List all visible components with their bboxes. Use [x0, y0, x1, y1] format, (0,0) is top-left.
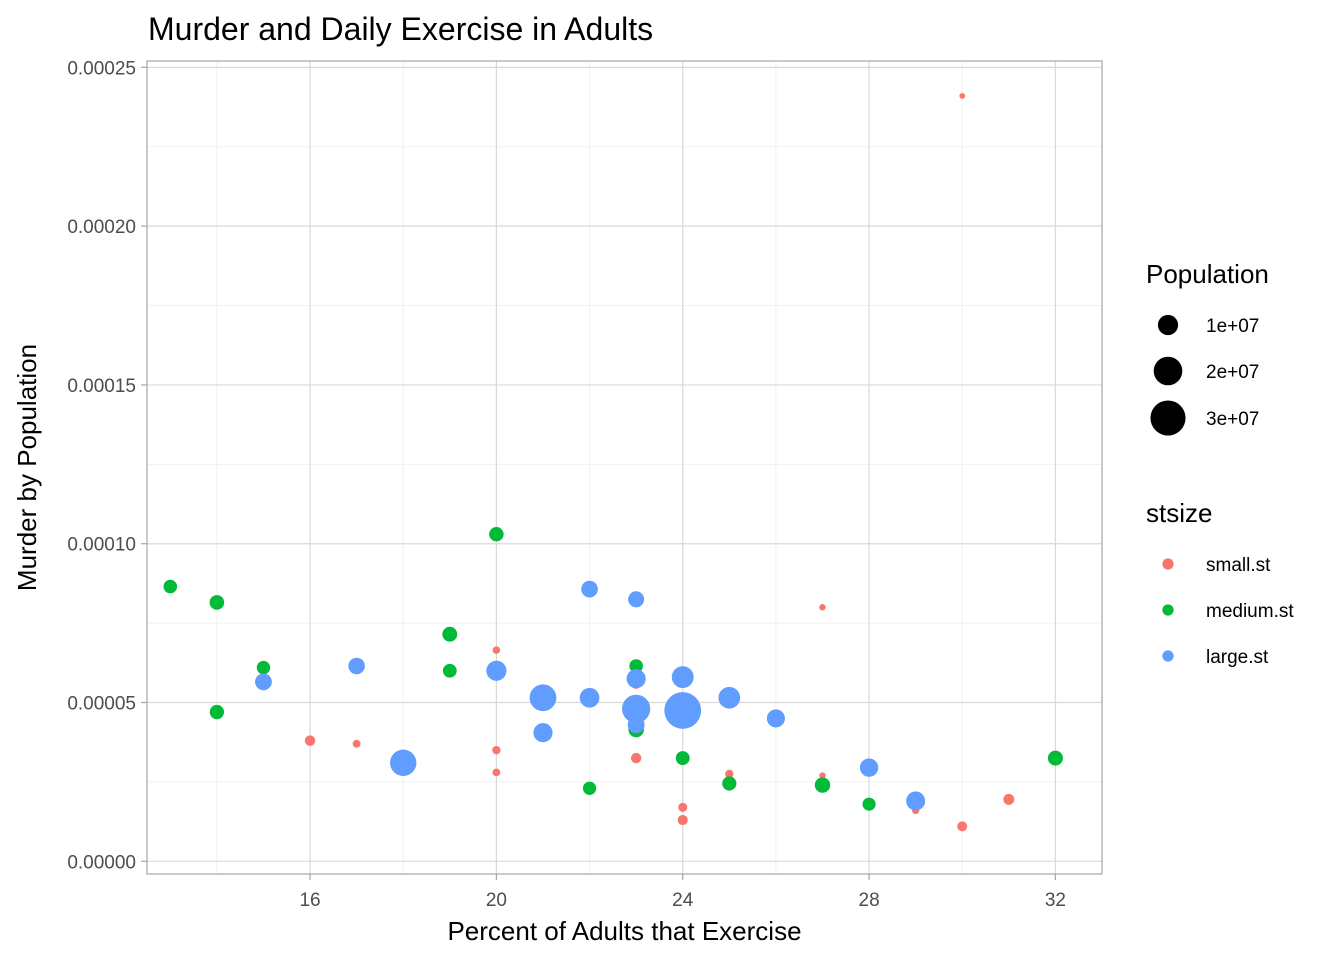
- data-points: [163, 93, 1063, 832]
- color-legend-label: large.st: [1206, 647, 1269, 668]
- size-legend-label: 2e+07: [1206, 362, 1259, 383]
- y-tick-label: 0.00000: [67, 852, 136, 873]
- x-axis-title: Percent of Adults that Exercise: [447, 916, 801, 946]
- panel-border: [146, 60, 1103, 875]
- data-point: [581, 580, 598, 598]
- data-point: [163, 579, 178, 594]
- x-tick-label: 20: [486, 890, 507, 911]
- data-point: [256, 660, 271, 675]
- size-legend-title: Population: [1146, 259, 1269, 289]
- data-point: [675, 751, 690, 766]
- size-legend-key: [1150, 400, 1186, 436]
- data-point: [906, 791, 926, 811]
- data-point: [533, 723, 553, 743]
- data-point: [722, 776, 737, 791]
- data-point: [390, 749, 417, 777]
- chart-title: Murder and Daily Exercise in Adults: [148, 11, 653, 47]
- data-point: [579, 687, 600, 708]
- data-point: [628, 591, 645, 608]
- data-point: [582, 781, 597, 795]
- y-tick-label: 0.00025: [67, 58, 136, 79]
- data-point: [492, 646, 501, 654]
- x-tick-label: 24: [672, 890, 694, 911]
- color-legend-title: stsize: [1146, 498, 1212, 528]
- size-legend-label: 3e+07: [1206, 409, 1259, 430]
- data-point: [859, 758, 879, 777]
- y-tick-label: 0.00010: [67, 535, 136, 556]
- x-tick-label: 16: [299, 890, 320, 911]
- y-tick-label: 0.00020: [67, 217, 136, 238]
- series-large-st: [255, 580, 926, 811]
- data-point: [255, 673, 272, 691]
- data-point: [959, 93, 966, 99]
- panel-grid: [147, 61, 1102, 874]
- data-point: [819, 772, 826, 779]
- color-legend-key: [1162, 558, 1174, 570]
- color-legend-label: small.st: [1206, 555, 1271, 576]
- data-point: [529, 684, 557, 712]
- data-point: [209, 704, 225, 720]
- size-legend-label: 1e+07: [1206, 316, 1259, 337]
- color-legend-label: medium.st: [1206, 601, 1294, 622]
- y-axis-title: Murder by Population: [12, 344, 42, 591]
- data-point: [819, 604, 826, 611]
- data-point: [492, 768, 501, 777]
- data-point: [442, 663, 457, 678]
- color-legend-key: [1162, 604, 1174, 616]
- data-point: [862, 797, 876, 811]
- size-legend: Population 1e+07 2e+07 3e+07: [1146, 259, 1269, 436]
- color-legend-key: [1162, 650, 1174, 662]
- data-point: [630, 752, 642, 764]
- color-legend: stsize small.st medium.st large.st: [1146, 498, 1294, 668]
- data-point: [664, 692, 702, 729]
- y-axis: 0.00000 0.00005 0.00010 0.00015 0.00020 0.000…: [67, 58, 147, 873]
- x-tick-label: 28: [859, 890, 880, 911]
- data-point: [629, 659, 643, 673]
- size-legend-key: [1153, 356, 1183, 386]
- x-tick-label: 32: [1045, 890, 1066, 911]
- y-tick-label: 0.00005: [67, 694, 136, 715]
- y-tick-label: 0.00015: [67, 376, 136, 397]
- data-point: [1003, 793, 1015, 805]
- data-point: [209, 595, 225, 610]
- data-point: [725, 769, 734, 779]
- panel-background: [147, 61, 1102, 874]
- data-point: [718, 686, 741, 709]
- data-point: [671, 666, 694, 689]
- data-point: [1047, 750, 1063, 766]
- data-point: [492, 745, 501, 755]
- data-point: [486, 660, 507, 681]
- data-point: [352, 739, 361, 748]
- data-point: [304, 735, 316, 746]
- size-legend-key: [1157, 314, 1179, 336]
- data-point: [627, 716, 645, 734]
- x-axis: 16 20 24 28 32: [299, 874, 1066, 911]
- data-point: [957, 821, 968, 832]
- data-point: [766, 709, 785, 728]
- data-point: [678, 802, 688, 812]
- data-point: [626, 669, 646, 689]
- data-point: [677, 814, 688, 826]
- data-point: [489, 526, 504, 542]
- data-point: [442, 626, 458, 642]
- data-point: [814, 777, 831, 793]
- data-point: [348, 657, 365, 675]
- data-point: [622, 694, 651, 723]
